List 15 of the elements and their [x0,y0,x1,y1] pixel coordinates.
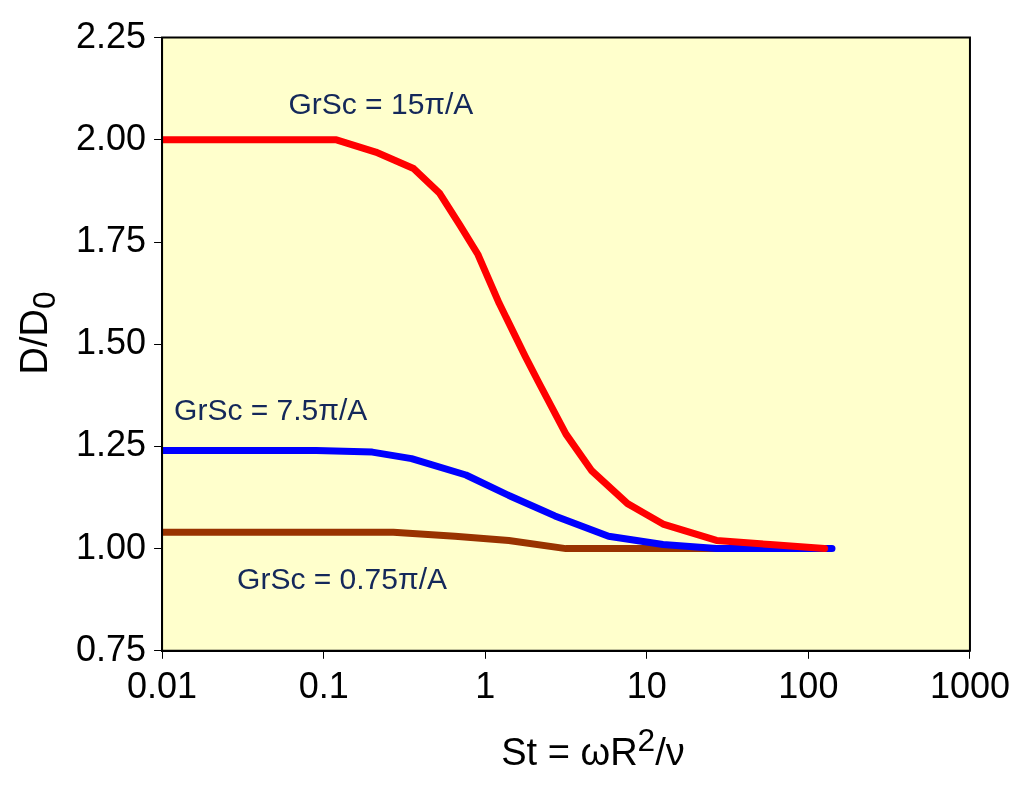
x-tick-label: 100 [778,665,839,707]
series-label: GrSc = 15π/A [288,87,474,121]
y-tick-label: 1.50 [75,321,147,363]
y-tick-label: 1.25 [75,423,147,465]
x-tick-label: 10 [626,665,667,707]
y-tick-label: 1.75 [75,218,147,260]
x-tick-label: 1000 [929,665,1010,707]
x-axis-title: St = ωR$^{2}$/ν [501,722,685,774]
x-tick-label: 0.1 [298,665,349,707]
y-tick-label: 1.00 [75,525,147,567]
series-label: GrSc = 7.5π/A [174,392,368,426]
x-tick-label: 1 [475,665,496,707]
y-tick-label: 2.00 [75,116,147,158]
y-tick-label: 2.25 [75,14,147,56]
series-label: GrSc = 0.75π/A [237,561,448,595]
